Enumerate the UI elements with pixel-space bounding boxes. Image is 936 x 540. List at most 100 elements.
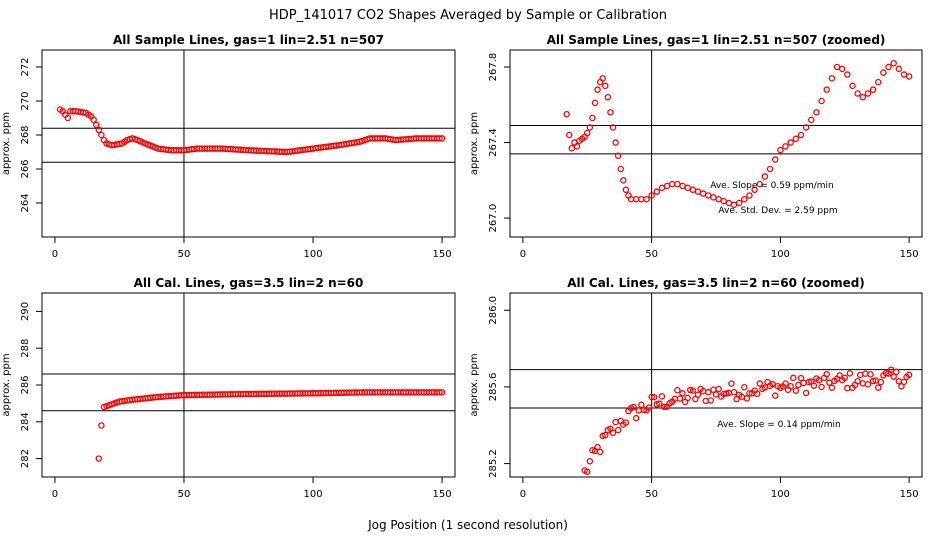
data-point	[661, 403, 668, 411]
data-point	[589, 114, 596, 122]
x-tick-label: 100	[303, 249, 322, 260]
data-point	[735, 199, 743, 207]
data-point	[658, 184, 666, 192]
data-point	[632, 414, 640, 422]
x-tick-label: 50	[178, 489, 191, 500]
x-tick-label: 50	[645, 249, 658, 260]
data-point	[854, 377, 861, 385]
data-point	[602, 431, 609, 439]
data-point	[715, 385, 722, 393]
data-points	[581, 366, 913, 475]
panels-group: All Sample Lines, gas=1 lin=2.51 n=507 ap…	[1, 33, 923, 500]
data-point	[746, 192, 753, 199]
plot-frame	[509, 292, 923, 478]
data-point	[710, 194, 717, 201]
x-tick-label: 100	[771, 489, 790, 500]
data-point	[826, 379, 833, 386]
data-points	[563, 59, 913, 209]
data-point	[609, 429, 617, 437]
data-point	[864, 381, 872, 388]
data-point	[658, 393, 666, 400]
panel-2: All Sample Lines, gas=1 lin=2.51 n=507 (…	[469, 33, 923, 260]
y-tick-label: 267.4	[488, 128, 499, 157]
data-point	[723, 390, 730, 397]
data-point	[612, 139, 619, 146]
data-point	[730, 389, 738, 396]
x-tick-label: 150	[433, 489, 452, 500]
x-tick-label: 0	[520, 489, 526, 500]
data-point	[818, 97, 825, 105]
y-tick-label: 270	[20, 91, 31, 110]
panel-1: All Sample Lines, gas=1 lin=2.51 n=507 ap…	[1, 33, 456, 260]
x-tick-label: 150	[433, 249, 452, 260]
data-point	[856, 371, 864, 379]
data-point	[836, 372, 843, 379]
panel-title: All Sample Lines, gas=1 lin=2.51 n=507	[113, 33, 384, 47]
data-point	[900, 378, 908, 386]
data-point	[885, 63, 892, 71]
data-point	[98, 131, 105, 139]
data-point	[895, 65, 903, 73]
data-point	[869, 377, 877, 385]
annotation-text: Ave. Slope = 0.14 ppm/min	[717, 420, 841, 430]
data-point	[614, 426, 622, 434]
x-tick-label: 100	[303, 489, 322, 500]
data-point	[849, 82, 856, 90]
data-point	[844, 71, 851, 78]
data-point	[797, 131, 805, 139]
data-point	[874, 78, 882, 86]
data-point	[707, 397, 715, 404]
data-point	[787, 382, 794, 390]
data-point	[766, 165, 774, 173]
data-point	[761, 173, 769, 180]
panel-title: All Sample Lines, gas=1 lin=2.51 n=507 (…	[547, 33, 886, 47]
data-point	[635, 407, 643, 414]
data-point	[787, 139, 794, 146]
y-tick-label: 284	[20, 412, 31, 431]
data-point	[725, 199, 733, 207]
data-point	[890, 373, 897, 380]
data-point	[808, 116, 815, 124]
y-tick-label: 266	[20, 159, 31, 178]
data-point	[792, 387, 800, 394]
data-point	[705, 389, 712, 396]
data-point	[818, 383, 825, 391]
data-point	[823, 86, 830, 93]
data-point	[95, 126, 103, 134]
data-point	[622, 419, 630, 426]
x-tick-label: 0	[52, 489, 58, 500]
data-point	[95, 455, 103, 462]
x-tick-label: 50	[645, 489, 658, 500]
y-tick-label: 272	[20, 57, 31, 76]
data-point	[905, 371, 913, 379]
data-point	[604, 93, 612, 101]
y-tick-label: 286.0	[488, 296, 499, 325]
data-point	[756, 180, 764, 188]
data-point	[771, 392, 779, 399]
data-point	[828, 75, 836, 82]
data-point	[438, 389, 446, 396]
data-point	[810, 382, 818, 389]
y-tick-label: 290	[20, 302, 31, 321]
data-point	[715, 195, 722, 203]
y-tick-label: 285.2	[488, 449, 499, 478]
data-point	[90, 116, 97, 123]
x-tick-label: 100	[771, 249, 790, 260]
data-point	[743, 395, 751, 402]
data-point	[617, 165, 624, 173]
data-point	[887, 366, 895, 374]
data-point	[777, 146, 784, 154]
y-tick-label: 264	[20, 193, 31, 212]
data-point	[805, 378, 812, 386]
data-point	[869, 86, 877, 93]
data-point	[679, 182, 686, 190]
data-point	[436, 389, 443, 396]
data-point	[614, 152, 622, 160]
data-point	[728, 380, 735, 387]
data-point	[815, 377, 823, 384]
data-points	[95, 389, 446, 462]
data-point	[438, 135, 446, 142]
data-point	[746, 390, 753, 397]
data-point	[612, 418, 619, 426]
data-point	[694, 188, 702, 195]
